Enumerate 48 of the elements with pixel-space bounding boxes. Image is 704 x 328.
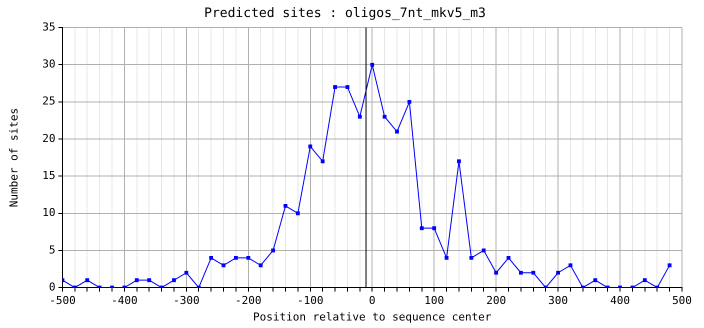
point — [209, 256, 214, 260]
point — [184, 270, 188, 275]
point — [444, 256, 448, 260]
x-tick-label: 0 — [368, 294, 376, 308]
point — [320, 159, 325, 164]
x-tick-label: 200 — [486, 294, 506, 308]
point — [246, 256, 250, 260]
point — [234, 256, 238, 260]
point — [271, 248, 276, 252]
y-axis-title: Number of sites — [7, 108, 20, 208]
point — [506, 256, 510, 260]
point — [568, 263, 572, 268]
x-tick-label: -500 — [49, 294, 76, 308]
y-tick-label: 30 — [42, 58, 56, 71]
point — [519, 270, 523, 275]
point — [469, 256, 474, 260]
y-tick-label: 5 — [48, 243, 56, 256]
point — [494, 270, 498, 275]
point — [407, 100, 412, 104]
y-tick-label: 20 — [42, 132, 56, 145]
x-tick-label: 400 — [610, 294, 630, 308]
y-tick-label: 10 — [42, 206, 56, 220]
chart-title: Predicted sites : oligos_7nt_mkv5_m3 — [204, 6, 486, 22]
x-tick-label: -100 — [297, 294, 324, 308]
x-tick-label: -400 — [111, 294, 138, 308]
point — [668, 263, 672, 268]
point — [333, 85, 337, 89]
x-tick-label: 300 — [548, 294, 568, 308]
y-tick-label: 25 — [42, 94, 56, 108]
x-axis-title: Position relative to sequence center — [253, 310, 492, 324]
point — [457, 159, 461, 164]
y-tick-label: 0 — [48, 280, 56, 294]
point — [308, 144, 312, 148]
x-tick-label: -300 — [173, 294, 200, 308]
point — [296, 211, 300, 216]
point — [222, 263, 226, 268]
point — [284, 204, 288, 208]
x-tick-label: -200 — [235, 294, 262, 308]
point — [482, 248, 486, 252]
point — [395, 130, 399, 134]
point — [382, 114, 387, 119]
y-tick-label: 35 — [42, 20, 56, 34]
x-tick-label: 100 — [424, 294, 444, 308]
point — [556, 270, 560, 275]
x-tick-label: 500 — [672, 294, 692, 308]
y-tick-label: 15 — [42, 169, 56, 182]
point — [346, 85, 350, 89]
point — [172, 278, 176, 282]
